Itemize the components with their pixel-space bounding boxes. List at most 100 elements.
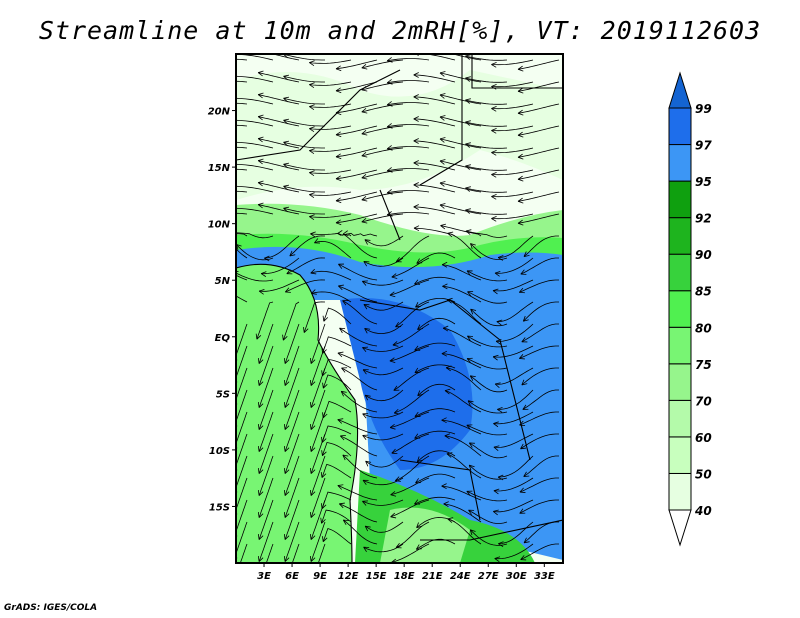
streamline	[465, 187, 508, 193]
lon-label: 3E	[257, 571, 271, 582]
streamline-arrow	[441, 350, 448, 357]
streamline	[309, 59, 352, 64]
streamline	[389, 345, 430, 362]
streamline	[236, 119, 274, 127]
streamline	[522, 389, 559, 410]
streamline	[469, 529, 508, 546]
streamline-arrow	[283, 556, 290, 562]
streamline-arrow	[257, 70, 264, 77]
streamline-arrow	[283, 490, 290, 496]
streamline-arrow	[413, 204, 419, 210]
streamline	[390, 477, 430, 496]
streamline-arrow	[337, 418, 344, 424]
lon-label: 21E	[422, 571, 443, 582]
streamline-arrow	[362, 280, 368, 286]
streamline-arrow	[491, 193, 497, 200]
streamline	[310, 455, 326, 496]
colorbar-label: 60	[695, 431, 712, 445]
streamline-arrow	[257, 446, 264, 452]
streamline-arrow	[335, 153, 342, 160]
streamline	[261, 257, 300, 275]
streamline	[236, 75, 274, 83]
streamline-arrow	[416, 522, 423, 529]
streamline	[387, 212, 430, 216]
streamline	[493, 433, 534, 448]
streamline-arrow	[205, 81, 211, 87]
streamline-arrow	[494, 556, 501, 563]
streamline	[467, 400, 508, 414]
colorbar-segment	[668, 436, 692, 474]
colorbar-label: 40	[694, 504, 712, 518]
streamline-arrow	[257, 512, 264, 518]
streamline	[317, 543, 326, 563]
streamline-arrow	[413, 160, 419, 166]
streamline-arrow	[338, 284, 344, 291]
streamline-arrow	[283, 206, 290, 213]
streamline	[441, 353, 482, 369]
streamline	[236, 58, 248, 61]
streamline	[494, 543, 534, 560]
streamline-arrow	[257, 534, 264, 540]
streamline-arrow	[362, 413, 369, 419]
map-frame	[235, 53, 564, 564]
streamline	[415, 473, 456, 484]
streamline	[465, 143, 508, 149]
streamline-arrow	[468, 442, 475, 448]
streamline-arrow	[322, 382, 328, 389]
streamline	[387, 190, 430, 194]
rh-north-patch	[236, 70, 563, 200]
streamline	[521, 323, 559, 343]
streamline-arrow	[309, 170, 315, 177]
streamline	[236, 455, 248, 489]
streamline	[443, 503, 482, 523]
streamline	[283, 207, 325, 215]
streamline	[236, 244, 274, 261]
colorbar: 40 50 60 70 75 80 85 90 92 95 97 99	[668, 71, 712, 547]
streamline	[335, 213, 378, 224]
streamline	[439, 204, 482, 215]
streamline-arrow	[340, 434, 346, 441]
streamline	[284, 411, 300, 452]
streamline	[341, 367, 378, 391]
streamline	[362, 345, 404, 352]
streamline-arrow	[257, 556, 264, 562]
streamline-arrow	[391, 273, 398, 279]
streamline-arrow	[309, 104, 315, 111]
streamline	[283, 75, 325, 83]
streamline	[451, 54, 482, 61]
streamline-arrow	[363, 546, 370, 553]
colorbar-segment	[668, 326, 692, 365]
streamline	[335, 191, 378, 202]
streamline-arrow	[414, 499, 420, 505]
streamline-arrow	[413, 225, 420, 232]
streamline	[520, 543, 559, 560]
colorbar-label: 92	[695, 212, 712, 226]
streamline	[236, 233, 248, 237]
streamline-arrow	[206, 233, 211, 238]
streamline	[468, 509, 508, 524]
streamline	[258, 204, 300, 215]
streamline-arrow	[447, 517, 454, 523]
streamline-arrow	[309, 468, 316, 474]
streamline	[236, 207, 274, 215]
streamline	[236, 295, 248, 303]
streamline	[342, 300, 378, 325]
streamline-arrow	[361, 151, 368, 158]
streamline	[236, 345, 248, 379]
lon-label: 18E	[394, 571, 415, 582]
streamline-arrow	[322, 315, 329, 322]
streamline-arrow	[389, 291, 396, 298]
streamline	[439, 94, 482, 105]
streamline	[444, 390, 482, 413]
streamline	[258, 138, 300, 149]
streamline	[286, 257, 326, 275]
streamline	[284, 345, 300, 386]
streamline-arrow	[439, 137, 446, 143]
streamline-arrow	[309, 126, 315, 133]
streamline-arrow	[322, 536, 328, 542]
streamline	[446, 367, 482, 391]
streamline-arrow	[257, 490, 264, 496]
streamline-arrow	[447, 231, 454, 238]
streamline	[414, 276, 456, 285]
streamline-arrow	[439, 203, 446, 209]
